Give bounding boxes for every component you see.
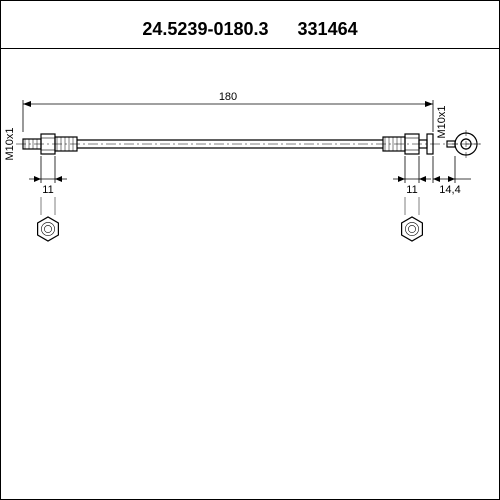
header: 24.5239-0180.3 331464 <box>1 1 499 48</box>
svg-text:14,4: 14,4 <box>439 184 460 196</box>
svg-text:11: 11 <box>42 184 53 196</box>
part-number-2: 331464 <box>298 19 358 39</box>
diagram-container: 24.5239-0180.3 331464 180 11 11 14,4 M10x1 M1… <box>0 0 500 500</box>
part-number-1: 24.5239-0180.3 <box>142 19 268 39</box>
svg-text:11: 11 <box>406 184 417 196</box>
technical-drawing: 180 11 11 14,4 M10x1 M10x1 <box>1 49 499 349</box>
svg-text:M10x1: M10x1 <box>436 105 448 138</box>
svg-text:M10x1: M10x1 <box>4 127 16 160</box>
svg-text:180: 180 <box>219 91 237 103</box>
